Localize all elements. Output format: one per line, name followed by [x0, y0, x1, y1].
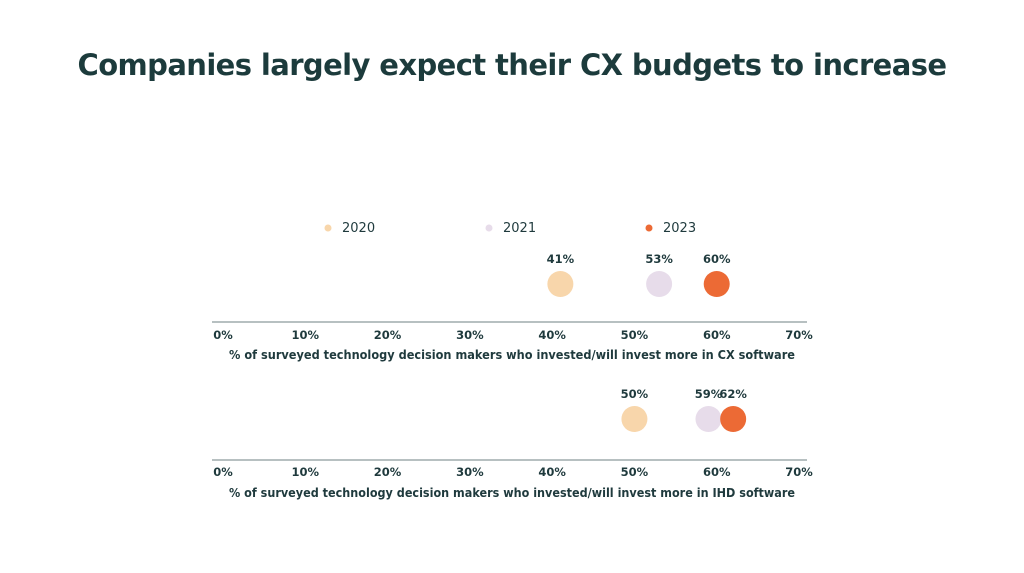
x-tick-label: 10%: [292, 328, 320, 342]
data-label-2021: 59%: [695, 387, 723, 401]
legend-label-2021: 2021: [503, 221, 536, 236]
x-tick-label: 40%: [538, 328, 566, 342]
data-point-2021: [646, 271, 673, 297]
x-tick-label: 60%: [703, 328, 731, 342]
x-tick-label: 30%: [456, 328, 484, 342]
x-tick-label: 10%: [292, 465, 320, 479]
legend-marker-2023: [645, 224, 653, 232]
x-tick-label: 20%: [374, 465, 402, 479]
legend-label-2023: 2023: [663, 221, 696, 236]
x-tick-label: 70%: [785, 465, 813, 479]
data-point-2023: [703, 271, 730, 297]
legend-marker-2021: [485, 224, 493, 232]
x-tick-label: 0%: [213, 328, 233, 342]
data-point-2020: [621, 406, 648, 432]
x-tick-label: 70%: [785, 328, 813, 342]
chart-title: Companies largely expect their CX budget…: [77, 48, 947, 82]
x-tick-label: 0%: [213, 465, 233, 479]
data-label-2023: 60%: [703, 252, 731, 266]
x-tick-label: 50%: [621, 328, 649, 342]
data-point-2020: [547, 271, 574, 297]
data-label-2020: 50%: [621, 387, 649, 401]
legend-marker-2020: [324, 224, 332, 232]
data-label-2020: 41%: [547, 252, 575, 266]
x-tick-label: 40%: [538, 465, 566, 479]
x-tick-label: 60%: [703, 465, 731, 479]
legend-label-2020: 2020: [342, 221, 375, 236]
x-tick-label: 50%: [621, 465, 649, 479]
x-tick-label: 20%: [374, 328, 402, 342]
x-tick-label: 30%: [456, 465, 484, 479]
data-label-2023: 62%: [719, 387, 747, 401]
data-point-2021: [695, 406, 722, 432]
data-label-2021: 53%: [645, 252, 673, 266]
data-point-2023: [720, 406, 747, 432]
x-axis-title: % of surveyed technology decision makers…: [229, 486, 795, 500]
x-axis-title: % of surveyed technology decision makers…: [229, 348, 795, 362]
